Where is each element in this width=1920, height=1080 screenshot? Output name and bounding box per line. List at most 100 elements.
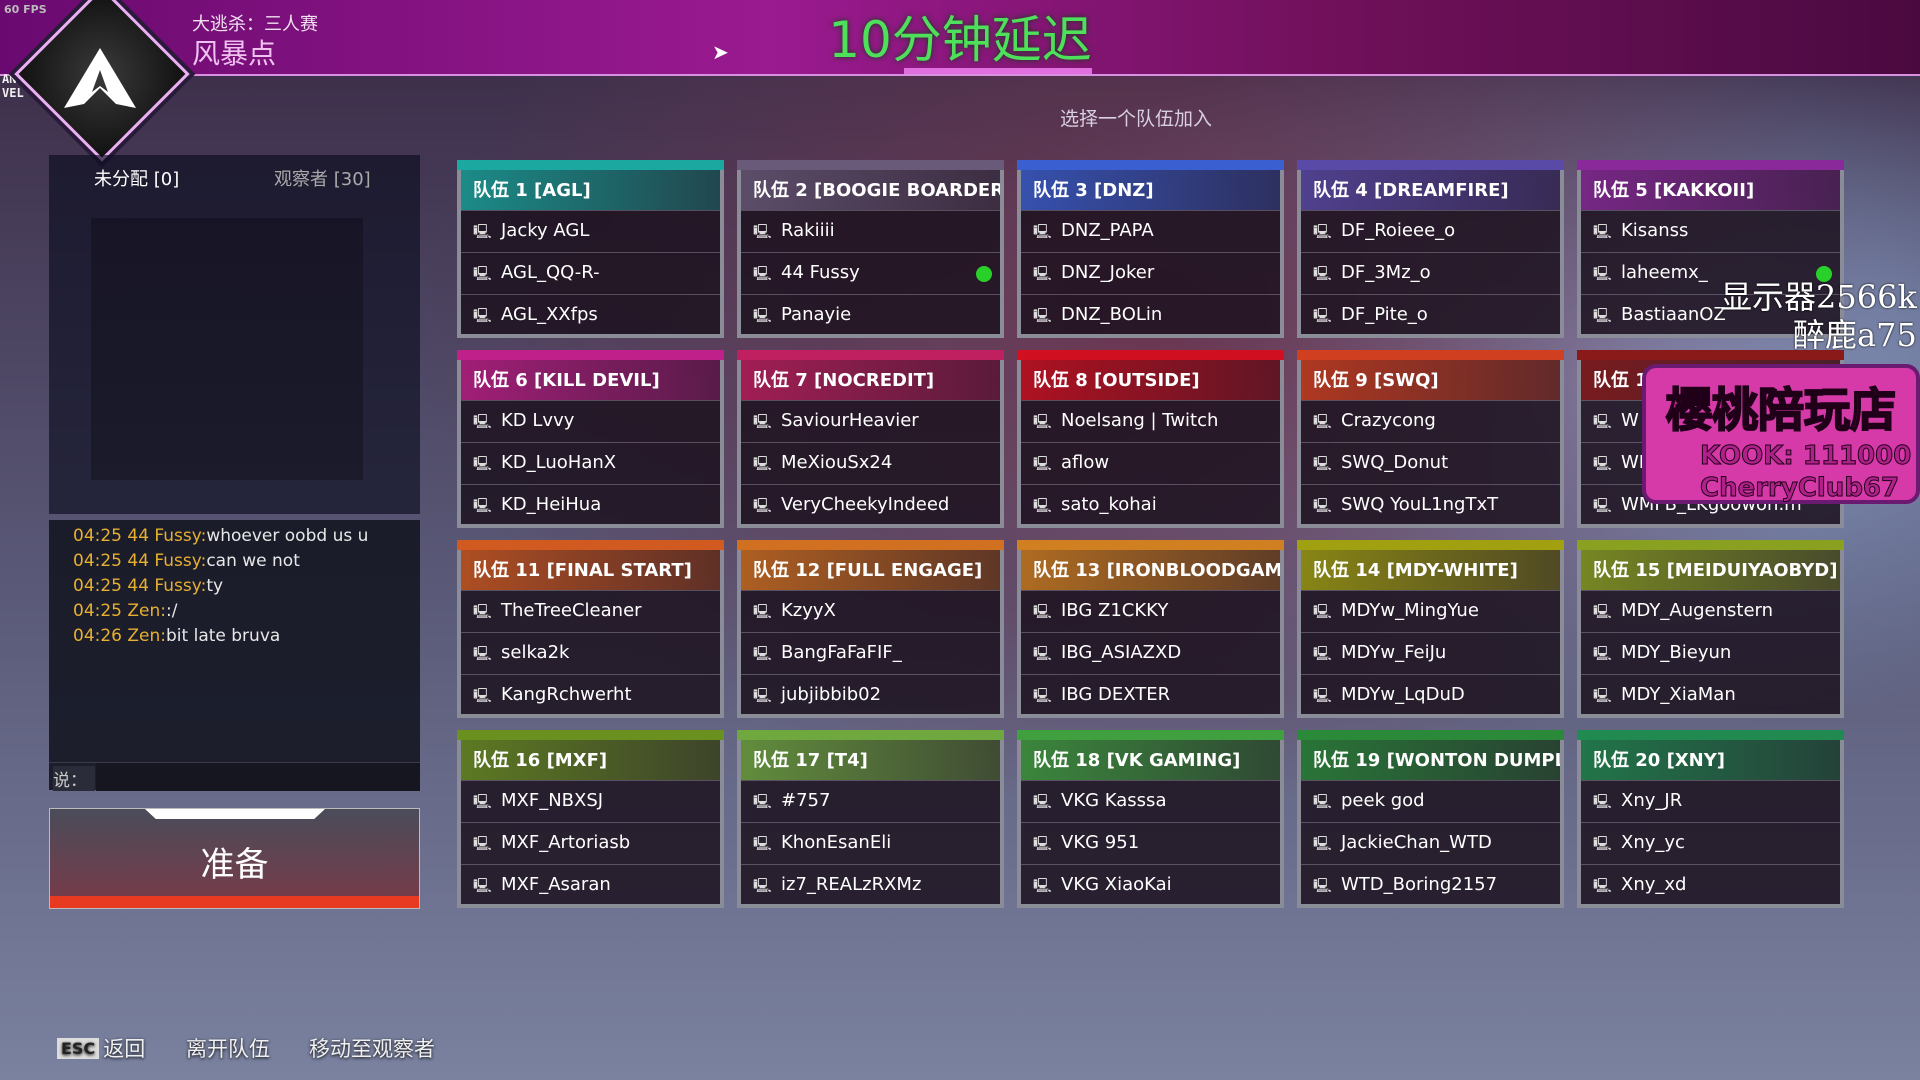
- player-slot[interactable]: 🖳 MDYw_LqDuD: [1301, 674, 1560, 716]
- team-card[interactable]: 队伍 9 [SWQ] 🖳 Crazycong 🖳 SWQ_Donut 🖳 SWQ YouL1…: [1297, 350, 1564, 528]
- player-slot[interactable]: 🖳 TheTreeCleaner: [461, 590, 720, 632]
- pc-platform-icon: 🖳: [1033, 688, 1052, 704]
- player-slot[interactable]: 🖳 DF_Roieee_o: [1301, 210, 1560, 252]
- ready-button[interactable]: 准备: [49, 808, 420, 909]
- player-list-area: [91, 218, 363, 480]
- player-slot[interactable]: 🖳 MDY_Augenstern: [1581, 590, 1840, 632]
- player-slot[interactable]: 🖳 JackieChan_WTD: [1301, 822, 1560, 864]
- player-name: KzyyX: [781, 600, 836, 621]
- player-slot[interactable]: 🖳 SWQ YouL1ngTxT: [1301, 484, 1560, 526]
- pc-platform-icon: 🖳: [473, 414, 492, 430]
- player-slot[interactable]: 🖳 DNZ_Joker: [1021, 252, 1280, 294]
- player-slot[interactable]: 🖳 BastiaanOZ: [1581, 294, 1840, 336]
- player-name: KD_HeiHua: [501, 494, 602, 515]
- chat-input[interactable]: [96, 763, 420, 791]
- tab-unassigned[interactable]: 未分配 [0]: [94, 169, 180, 190]
- player-slot[interactable]: 🖳 MXF_Asaran: [461, 864, 720, 906]
- player-slot[interactable]: 🖳 Kisanss: [1581, 210, 1840, 252]
- player-slot[interactable]: 🖳 aflow: [1021, 442, 1280, 484]
- player-slot[interactable]: 🖳 VeryCheekyIndeed: [741, 484, 1000, 526]
- team-card[interactable]: 队伍 11 [FINAL START] 🖳 TheTreeCleaner 🖳 selka…: [457, 540, 724, 718]
- player-slot[interactable]: 🖳 IBG Z1CKKY: [1021, 590, 1280, 632]
- pc-platform-icon: 🖳: [1313, 414, 1332, 430]
- player-slot[interactable]: 🖳 BangFaFaFIF_: [741, 632, 1000, 674]
- player-slot[interactable]: 🖳 sato_kohai: [1021, 484, 1280, 526]
- player-slot[interactable]: 🖳 laheemx_: [1581, 252, 1840, 294]
- player-slot[interactable]: 🖳 selka2k: [461, 632, 720, 674]
- team-card[interactable]: 队伍 12 [FULL ENGAGE] 🖳 KzyyX 🖳 BangFaFaFIF_ 🖳 j…: [737, 540, 1004, 718]
- player-name: MeXiouSx24: [781, 452, 893, 473]
- team-card[interactable]: 队伍 14 [MDY-WHITE] 🖳 MDYw_MingYue 🖳 MDYw_FeiJ…: [1297, 540, 1564, 718]
- player-slot[interactable]: 🖳 MXF_NBXSJ: [461, 780, 720, 822]
- player-slot[interactable]: 🖳 DF_3Mz_o: [1301, 252, 1560, 294]
- player-slot[interactable]: 🖳 peek god: [1301, 780, 1560, 822]
- player-name: MXF_Artoriasb: [501, 832, 631, 853]
- player-slot[interactable]: 🖳 KangRchwerht: [461, 674, 720, 716]
- player-slot[interactable]: 🖳 KhonEsanEli: [741, 822, 1000, 864]
- player-slot[interactable]: 🖳 Jacky AGL: [461, 210, 720, 252]
- player-slot[interactable]: 🖳 KzyyX: [741, 590, 1000, 632]
- player-slot[interactable]: 🖳 AGL_QQ-R-: [461, 252, 720, 294]
- team-card[interactable]: 队伍 13 [IRONBLOODGAMING] 🖳 IBG Z1CKKY 🖳 IBG_A…: [1017, 540, 1284, 718]
- player-slot[interactable]: 🖳 Xny_JR: [1581, 780, 1840, 822]
- player-slot[interactable]: 🖳 Xny_yc: [1581, 822, 1840, 864]
- team-card[interactable]: 队伍 8 [OUTSIDE] 🖳 Noelsang | Twitch 🖳 aflow 🖳 s…: [1017, 350, 1284, 528]
- team-card[interactable]: 队伍 5 [KAKKOII] 🖳 Kisanss 🖳 laheemx_ 🖳 Bastiaan…: [1577, 160, 1844, 338]
- player-slot[interactable]: 🖳 KD Lvvy: [461, 400, 720, 442]
- player-slot[interactable]: 🖳 Panayie: [741, 294, 1000, 336]
- team-name: 队伍 11 [FINAL START]: [461, 550, 720, 590]
- player-slot[interactable]: 🖳 Noelsang | Twitch: [1021, 400, 1280, 442]
- player-slot[interactable]: 🖳 MDY_Bieyun: [1581, 632, 1840, 674]
- player-slot[interactable]: 🖳 MDY_XiaMan: [1581, 674, 1840, 716]
- player-slot[interactable]: 🖳 iz7_REALzRXMz: [741, 864, 1000, 906]
- team-name: 队伍 6 [KILL DEVIL]: [461, 360, 720, 400]
- unassigned-panel: 未分配 [0] 观察者 [30]: [49, 155, 420, 514]
- player-slot[interactable]: 🖳 WTD_Boring2157: [1301, 864, 1560, 906]
- leave-team-button[interactable]: 离开队伍: [186, 1037, 270, 1061]
- player-slot[interactable]: 🖳 KD_HeiHua: [461, 484, 720, 526]
- player-slot[interactable]: 🖳 VKG 951: [1021, 822, 1280, 864]
- team-card[interactable]: 队伍 4 [DREAMFIRE] 🖳 DF_Roieee_o 🖳 DF_3Mz_o 🖳 DF…: [1297, 160, 1564, 338]
- player-name: sato_kohai: [1061, 494, 1157, 515]
- player-slot[interactable]: 🖳 SaviourHeavier: [741, 400, 1000, 442]
- player-slot[interactable]: 🖳 IBG_ASIAZXD: [1021, 632, 1280, 674]
- player-slot[interactable]: 🖳 DNZ_BOLin: [1021, 294, 1280, 336]
- team-card[interactable]: 队伍 7 [NOCREDIT] 🖳 SaviourHeavier 🖳 MeXiouSx2…: [737, 350, 1004, 528]
- back-button[interactable]: ESC 返回: [57, 1033, 145, 1063]
- player-slot[interactable]: 🖳 KD_LuoHanX: [461, 442, 720, 484]
- player-name: selka2k: [501, 642, 570, 663]
- team-card[interactable]: 队伍 3 [DNZ] 🖳 DNZ_PAPA 🖳 DNZ_Joker 🖳 DNZ_BOLin: [1017, 160, 1284, 338]
- team-card[interactable]: 队伍 15 [MEIDUIYAOBYD] 🖳 MDY_Augenstern 🖳 MDY_…: [1577, 540, 1844, 718]
- player-slot[interactable]: 🖳 MDYw_FeiJu: [1301, 632, 1560, 674]
- player-slot[interactable]: 🖳 DF_Pite_o: [1301, 294, 1560, 336]
- player-slot[interactable]: 🖳 MDYw_MingYue: [1301, 590, 1560, 632]
- player-slot[interactable]: 🖳 Xny_xd: [1581, 864, 1840, 906]
- tab-spectators[interactable]: 观察者 [30]: [274, 169, 371, 190]
- player-slot[interactable]: 🖳 MXF_Artoriasb: [461, 822, 720, 864]
- player-name: MDYw_LqDuD: [1341, 684, 1465, 705]
- player-slot[interactable]: 🖳 #757: [741, 780, 1000, 822]
- player-slot[interactable]: 🖳 VKG Kasssa: [1021, 780, 1280, 822]
- player-slot[interactable]: 🖳 VKG XiaoKai: [1021, 864, 1280, 906]
- player-name: AGL_XXfps: [501, 304, 598, 325]
- player-slot[interactable]: 🖳 AGL_XXfps: [461, 294, 720, 336]
- player-slot[interactable]: 🖳 IBG DEXTER: [1021, 674, 1280, 716]
- player-slot[interactable]: 🖳 Rakiiii: [741, 210, 1000, 252]
- team-card[interactable]: 队伍 6 [KILL DEVIL] 🖳 KD Lvvy 🖳 KD_LuoHanX 🖳 KD_…: [457, 350, 724, 528]
- player-slot[interactable]: 🖳 MeXiouSx24: [741, 442, 1000, 484]
- player-name: BastiaanOZ: [1621, 304, 1726, 325]
- player-slot[interactable]: 🖳 jubjibbib02: [741, 674, 1000, 716]
- player-slot[interactable]: 🖳 Crazycong: [1301, 400, 1560, 442]
- team-card[interactable]: 队伍 2 [BOOGIE BOARDERS] 🖳 Rakiiii 🖳 44 Fussy 🖳…: [737, 160, 1004, 338]
- move-to-spectator-button[interactable]: 移动至观察者: [309, 1037, 435, 1061]
- player-slot[interactable]: 🖳 SWQ_Donut: [1301, 442, 1560, 484]
- player-slot[interactable]: 🖳 44 Fussy: [741, 252, 1000, 294]
- player-slot[interactable]: 🖳 DNZ_PAPA: [1021, 210, 1280, 252]
- team-card[interactable]: 队伍 16 [MXF] 🖳 MXF_NBXSJ 🖳 MXF_Artoriasb 🖳 MXF_…: [457, 730, 724, 908]
- pc-platform-icon: 🖳: [753, 878, 772, 894]
- team-card[interactable]: 队伍 18 [VK GAMING] 🖳 VKG Kasssa 🖳 VKG 951 🖳 VKG…: [1017, 730, 1284, 908]
- team-card[interactable]: 队伍 1 [AGL] 🖳 Jacky AGL 🖳 AGL_QQ-R- 🖳 AGL_XXfps: [457, 160, 724, 338]
- team-card[interactable]: 队伍 20 [XNY] 🖳 Xny_JR 🖳 Xny_yc 🖳 Xny_xd: [1577, 730, 1844, 908]
- team-card[interactable]: 队伍 19 [WONTON DUMPLING] 🖳 peek god 🖳 JackieC…: [1297, 730, 1564, 908]
- team-card[interactable]: 队伍 17 [T4] 🖳 #757 🖳 KhonEsanEli 🖳 iz7_REALzRXM…: [737, 730, 1004, 908]
